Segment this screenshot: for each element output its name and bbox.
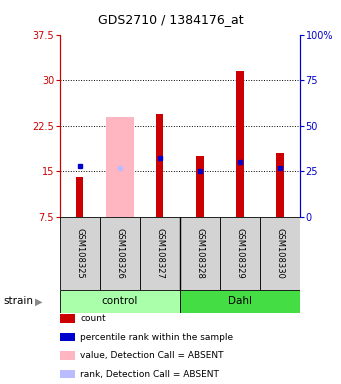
Bar: [236, 71, 243, 217]
Text: GSM108330: GSM108330: [276, 228, 284, 279]
Bar: [106, 117, 134, 217]
Bar: [180, 217, 220, 290]
Text: ▶: ▶: [35, 296, 43, 306]
Text: percentile rank within the sample: percentile rank within the sample: [80, 333, 233, 342]
Text: control: control: [102, 296, 138, 306]
Text: Dahl: Dahl: [228, 296, 252, 306]
Bar: [100, 217, 140, 290]
Bar: [277, 153, 284, 217]
Bar: [156, 114, 163, 217]
Text: GSM108328: GSM108328: [195, 228, 204, 279]
Text: count: count: [80, 314, 106, 323]
Text: GSM108325: GSM108325: [75, 228, 84, 279]
Text: strain: strain: [3, 296, 33, 306]
Bar: [220, 217, 260, 290]
Text: rank, Detection Call = ABSENT: rank, Detection Call = ABSENT: [80, 369, 219, 379]
Bar: [140, 217, 180, 290]
Text: GDS2710 / 1384176_at: GDS2710 / 1384176_at: [98, 13, 243, 26]
Bar: [196, 156, 204, 217]
Bar: [76, 177, 83, 217]
Bar: [180, 290, 300, 313]
Text: GSM108329: GSM108329: [236, 228, 244, 279]
Bar: [60, 290, 180, 313]
Bar: [260, 217, 300, 290]
Bar: [60, 217, 100, 290]
Text: GSM108326: GSM108326: [115, 228, 124, 279]
Text: value, Detection Call = ABSENT: value, Detection Call = ABSENT: [80, 351, 224, 360]
Text: GSM108327: GSM108327: [155, 228, 164, 279]
